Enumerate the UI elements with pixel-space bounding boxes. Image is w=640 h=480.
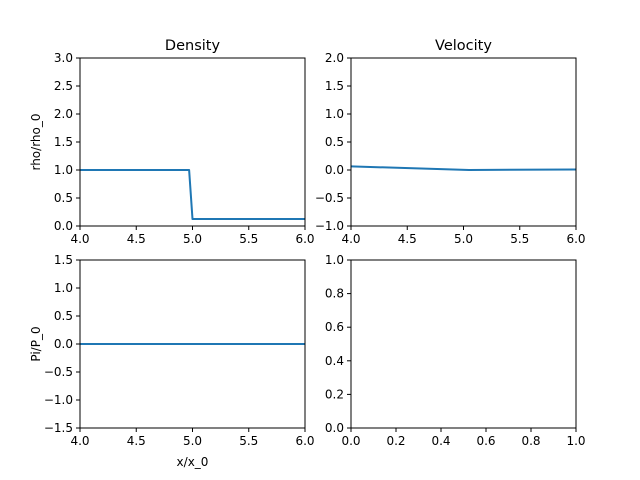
x-tick-label: 4.0: [70, 232, 89, 246]
subplot-title: Density: [165, 38, 221, 54]
y-tick-label: 1.0: [325, 107, 344, 121]
x-tick-label: 4.0: [70, 434, 89, 448]
y-tick-label: 1.5: [54, 135, 73, 149]
y-tick-label: 0.8: [325, 287, 344, 301]
x-tick-label: 0.8: [521, 434, 540, 448]
y-tick-label: 1.5: [54, 253, 73, 267]
x-tick-label: 4.5: [398, 232, 417, 246]
subplot-4: 0.0 0.2 0.4 0.6 0.8 1.0 0.0 0.2 0.4 0.6 0.8 1.0: [325, 253, 586, 448]
y-tick-label: 2.0: [54, 107, 73, 121]
x-tick-label: 6.0: [295, 232, 314, 246]
y-tick-label: 0.5: [325, 135, 344, 149]
x-tick-label: 4.5: [127, 434, 146, 448]
y-tick-label: 2.0: [325, 51, 344, 65]
y-tick-label: −0.5: [44, 365, 73, 379]
y-axis-label: rho/rho_0: [29, 113, 43, 170]
x-tick-label: 5.0: [183, 434, 202, 448]
x-tick-label: 0.0: [341, 434, 360, 448]
y-tick-label: 1.0: [54, 281, 73, 295]
x-tick-label: 0.6: [476, 434, 495, 448]
subplot-title: Velocity: [435, 38, 492, 54]
x-tick-label: 6.0: [566, 232, 585, 246]
x-tick-label: 0.2: [386, 434, 405, 448]
y-tick-label: 0.0: [325, 421, 344, 435]
y-tick-label: 1.5: [325, 79, 344, 93]
x-tick-label: 5.5: [510, 232, 529, 246]
subplot-2: 4.0 4.5 5.0 5.5 6.0 −1.0 −0.5 0.0 0.5 1.0 1.5 2.0 Ve…: [315, 38, 586, 246]
y-tick-label: −1.0: [44, 393, 73, 407]
x-tick-label: 5.0: [183, 232, 202, 246]
axes-frame: [79, 57, 306, 227]
y-tick-label: 0.0: [54, 219, 73, 233]
y-tick-label: 0.0: [54, 337, 73, 351]
x-tick-label: 6.0: [295, 434, 314, 448]
y-tick-label: 0.2: [325, 387, 344, 401]
series-line-2-1: [351, 165, 576, 171]
x-tick-label: 0.4: [431, 434, 450, 448]
y-tick-label: 2.5: [54, 79, 73, 93]
y-tick-label: 0.5: [54, 309, 73, 323]
y-tick-label: 1.0: [54, 163, 73, 177]
y-tick-label: 0.0: [325, 163, 344, 177]
x-tick-label: 1.0: [566, 434, 585, 448]
y-tick-label: −1.0: [315, 219, 344, 233]
x-tick-label: 5.5: [239, 434, 258, 448]
y-tick-label: −1.5: [44, 421, 73, 435]
x-tick-label: 4.0: [341, 232, 360, 246]
axes-frame: [350, 259, 577, 429]
series-line-1-1: [80, 169, 305, 220]
x-tick-label: 5.5: [239, 232, 258, 246]
axes-frame: [350, 57, 577, 227]
x-axis-label: x/x_0: [177, 455, 209, 469]
y-axis-label: Pi/P_0: [29, 326, 43, 361]
subplot-3: 4.0 4.5 5.0 5.5 6.0 −1.5 −1.0 −0.5 0.0 0.5 1.0 1.5 x…: [29, 253, 315, 469]
y-tick-label: 3.0: [54, 51, 73, 65]
y-tick-label: 0.4: [325, 354, 344, 368]
x-tick-label: 5.0: [454, 232, 473, 246]
subplot-1: 4.0 4.5 5.0 5.5 6.0 0.0 0.5 1.0 1.5 2.0 2.5 3.0 Dens…: [29, 38, 315, 246]
y-tick-label: −0.5: [315, 191, 344, 205]
y-tick-label: 0.5: [54, 191, 73, 205]
y-tick-label: 1.0: [325, 253, 344, 267]
x-tick-label: 4.5: [127, 232, 146, 246]
y-tick-label: 0.6: [325, 320, 344, 334]
